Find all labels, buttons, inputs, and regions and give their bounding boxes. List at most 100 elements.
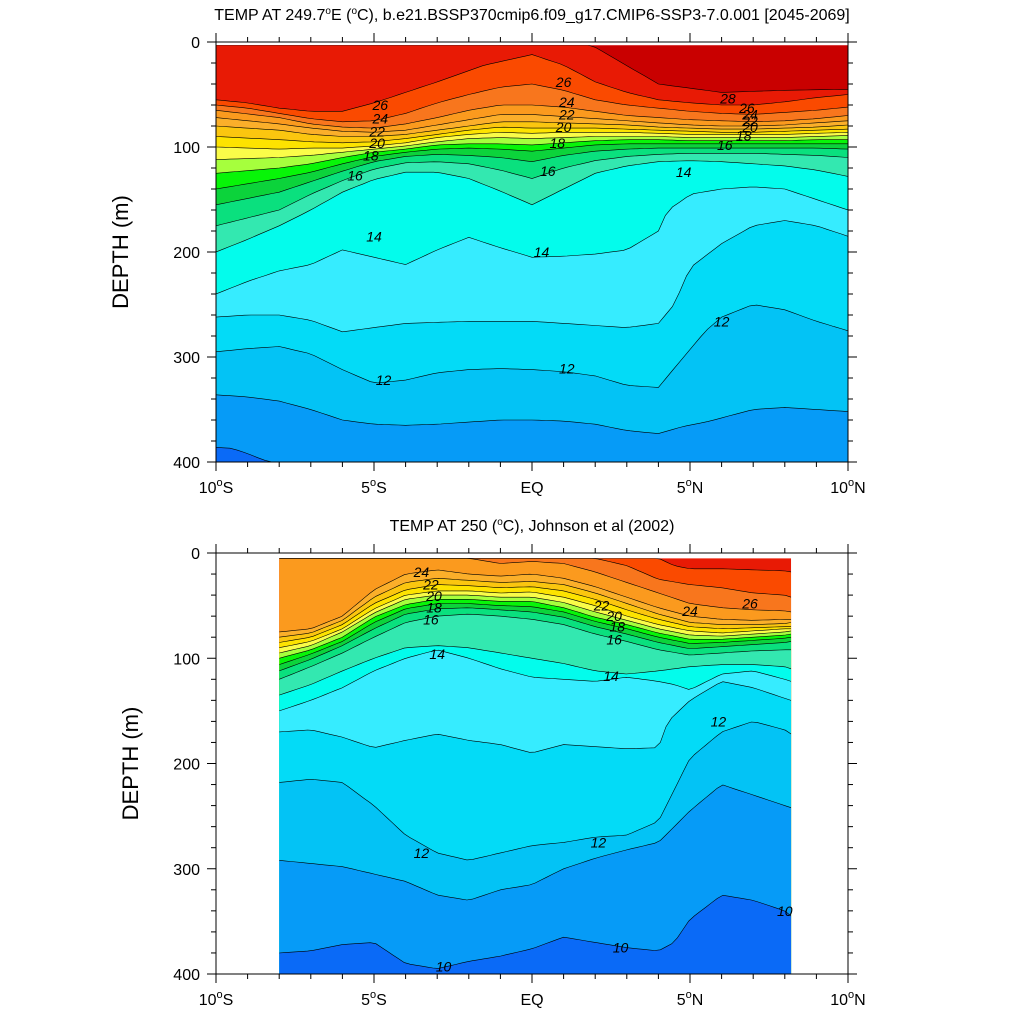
- band-11: [216, 394, 848, 463]
- y-tick-label: 200: [173, 757, 200, 774]
- isotherm-19: [279, 599, 792, 659]
- contour-label: 24: [413, 564, 430, 580]
- y-tick-label: 400: [173, 967, 200, 984]
- x-axis: 10oS 5oS EQ 5oN 10oN: [199, 544, 866, 1009]
- contour-label: 14: [429, 646, 445, 662]
- isotherm-25: [279, 558, 792, 613]
- isotherm-17: [279, 607, 792, 672]
- isotherm-18: [279, 603, 792, 665]
- x-tick-label: 10oN: [830, 477, 865, 497]
- x-tick-label: 5oN: [677, 477, 704, 497]
- contour-label: 20: [555, 119, 572, 135]
- isotherm-15: [279, 645, 792, 696]
- band-11: [279, 785, 792, 974]
- contour-label: 16: [423, 611, 439, 627]
- contour-label: 12: [714, 313, 730, 329]
- isotherm-27: [216, 54, 848, 112]
- contour-label: 28: [719, 91, 736, 107]
- contour-label: 12: [414, 845, 430, 861]
- contour-label: 24: [558, 94, 575, 110]
- contour-label: 26: [555, 74, 572, 90]
- isotherm-13: [279, 681, 792, 753]
- y-axis: 0 100 200 300 400: [173, 546, 857, 984]
- contour-label: 20: [605, 608, 622, 624]
- isotherm-20: [216, 135, 848, 160]
- x-tick-label: 5oS: [361, 477, 387, 497]
- contour-label: 16: [717, 137, 733, 153]
- y-tick-label: 300: [173, 350, 200, 367]
- contour-label: 18: [736, 127, 752, 143]
- isotherm-10: [279, 894, 792, 969]
- contour-label: 14: [366, 228, 382, 244]
- contour-label: 26: [372, 97, 389, 113]
- x-tick-label: 10oS: [199, 477, 234, 497]
- isotherm-19: [216, 139, 848, 174]
- contour-label: 22: [741, 113, 758, 129]
- y-tick-label: 300: [173, 862, 200, 879]
- contour-label: 18: [363, 147, 379, 163]
- contour-label: 26: [738, 100, 755, 116]
- chart-panel-1: 2624222018161412262422201816141228262422…: [108, 6, 866, 497]
- contour-field: [216, 45, 848, 463]
- x-tick-label: 10oN: [830, 989, 865, 1009]
- isotherm-28: [216, 45, 848, 93]
- y-axis-label: DEPTH (m): [108, 195, 133, 309]
- isotherm-16: [216, 153, 848, 227]
- isotherm-12: [279, 721, 792, 861]
- band-10: [279, 895, 792, 974]
- contour-label: 14: [676, 164, 692, 180]
- isotherm-12: [216, 304, 848, 388]
- y-tick-label: 100: [173, 651, 200, 668]
- isotherm-23: [279, 577, 792, 638]
- isotherm-11: [279, 784, 792, 901]
- contour-label: 10: [436, 959, 452, 975]
- contour-label: 16: [347, 167, 363, 183]
- contour-label: 22: [368, 123, 385, 139]
- isotherm-14: [279, 649, 792, 712]
- isotherm-15: [216, 160, 848, 253]
- band-12: [216, 305, 848, 463]
- isotherm-22: [216, 126, 848, 144]
- y-axis-label: DEPTH (m): [118, 707, 143, 821]
- isotherm-16: [279, 613, 792, 680]
- isotherm-13: [216, 220, 848, 333]
- contour-label: 10: [777, 903, 793, 919]
- contour-label: 20: [741, 119, 758, 135]
- contour-label: 18: [549, 135, 565, 151]
- isotherm-26: [216, 83, 848, 123]
- x-tick-label: EQ: [520, 992, 543, 1009]
- x-tick-label: EQ: [520, 480, 543, 497]
- x-axis: 10oS 5oS EQ 5oN 10oN: [199, 33, 866, 497]
- contour-label: 12: [711, 713, 727, 729]
- y-axis: 0 100 200 300 400: [173, 35, 857, 472]
- isotherm-25: [216, 104, 848, 129]
- contour-field: [279, 558, 792, 974]
- contour-label: 24: [681, 603, 698, 619]
- isotherm-21: [279, 590, 792, 648]
- contour-label: 12: [376, 372, 392, 388]
- isotherm-23: [216, 121, 848, 137]
- contour-label: 16: [606, 631, 622, 647]
- y-tick-label: 100: [173, 140, 200, 157]
- isotherm-17: [216, 147, 848, 206]
- isotherm-22: [279, 584, 792, 643]
- isotherm-14: [216, 186, 848, 295]
- contour-label: 14: [534, 244, 550, 260]
- y-tick-label: 200: [173, 245, 200, 262]
- y-tick-label: 0: [191, 546, 200, 563]
- contour-label: 20: [425, 588, 442, 604]
- contour-label: 22: [422, 577, 439, 593]
- x-tick-label: 10oS: [199, 989, 234, 1009]
- contour-label: 20: [368, 135, 385, 151]
- isotherm-24: [216, 114, 848, 133]
- contour-label: 18: [426, 600, 442, 616]
- isotherm-18: [216, 143, 848, 190]
- contour-label: 22: [558, 106, 575, 122]
- contour-label: 12: [591, 834, 607, 850]
- y-tick-label: 400: [173, 455, 200, 472]
- contour-label: 18: [610, 619, 626, 635]
- contour-label: 14: [603, 668, 619, 684]
- contour-label: 10: [613, 940, 629, 956]
